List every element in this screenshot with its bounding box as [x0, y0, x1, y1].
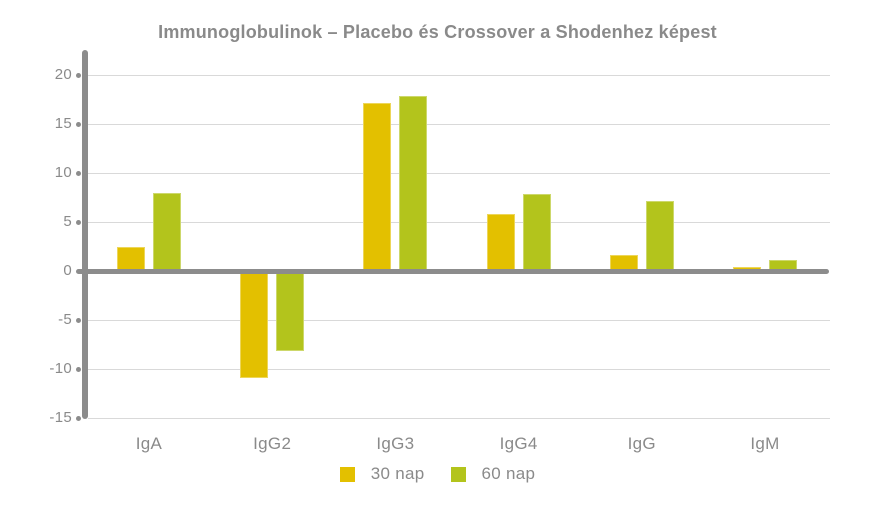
- category-label-IgG: IgG: [627, 434, 656, 453]
- y-tick-mark-20: [76, 72, 81, 78]
- category-label-IgA: IgA: [135, 434, 163, 453]
- gridline-y-15: [88, 417, 830, 419]
- bar-60nap-IgG3: [399, 95, 428, 273]
- zero-axis-line: [76, 268, 829, 274]
- y-axis-line: [82, 50, 88, 419]
- y-tick-label-5: 5: [63, 213, 72, 230]
- gridline-y5: [88, 221, 830, 223]
- bar-30nap-IgG4: [486, 214, 515, 273]
- bar-60nap-IgG: [645, 201, 674, 273]
- bar-60nap-IgA: [153, 192, 181, 273]
- legend-label-30nap: 30 nap: [370, 464, 425, 483]
- gridline-y-5: [88, 319, 830, 321]
- legend-swatch-60nap: [450, 466, 466, 482]
- y-tick-label-10: 10: [54, 164, 72, 181]
- y-tick-label--15: -15: [49, 409, 72, 426]
- chart-title: Immunoglobulinok – Placebo és Crossover …: [158, 22, 717, 42]
- y-tick-mark--5: [76, 317, 81, 323]
- gridline-y20: [88, 74, 830, 76]
- y-tick-label--5: -5: [58, 311, 72, 328]
- category-label-IgG3: IgG3: [376, 434, 415, 453]
- y-tick-label-0: 0: [63, 262, 72, 279]
- legend: 30 nap 60 nap: [0, 464, 875, 484]
- y-tick-mark-10: [76, 170, 81, 176]
- gridline-y15: [88, 123, 830, 125]
- category-label-IgM: IgM: [750, 434, 780, 453]
- y-tick-label-15: 15: [54, 115, 72, 132]
- gridline-y-10: [88, 368, 830, 370]
- y-tick-mark--15: [76, 415, 81, 421]
- category-label-IgG4: IgG4: [499, 434, 538, 453]
- legend-item-60nap: 60 nap: [450, 464, 536, 484]
- bar-60nap-IgG4: [522, 193, 551, 273]
- y-tick-mark--10: [76, 366, 81, 372]
- legend-label-60nap: 60 nap: [481, 464, 536, 483]
- bar-30nap-IgG2: [240, 269, 269, 378]
- legend-item-30nap: 30 nap: [339, 464, 425, 484]
- category-label-IgG2: IgG2: [253, 434, 292, 453]
- y-tick-label--10: -10: [49, 360, 72, 377]
- y-tick-mark-15: [76, 121, 81, 127]
- bar-60nap-IgG2: [276, 269, 305, 352]
- bar-30nap-IgG3: [363, 103, 392, 273]
- y-tick-mark-5: [76, 219, 81, 225]
- gridline-y10: [88, 172, 830, 174]
- y-tick-label-20: 20: [54, 66, 72, 83]
- legend-swatch-30nap: [339, 466, 355, 482]
